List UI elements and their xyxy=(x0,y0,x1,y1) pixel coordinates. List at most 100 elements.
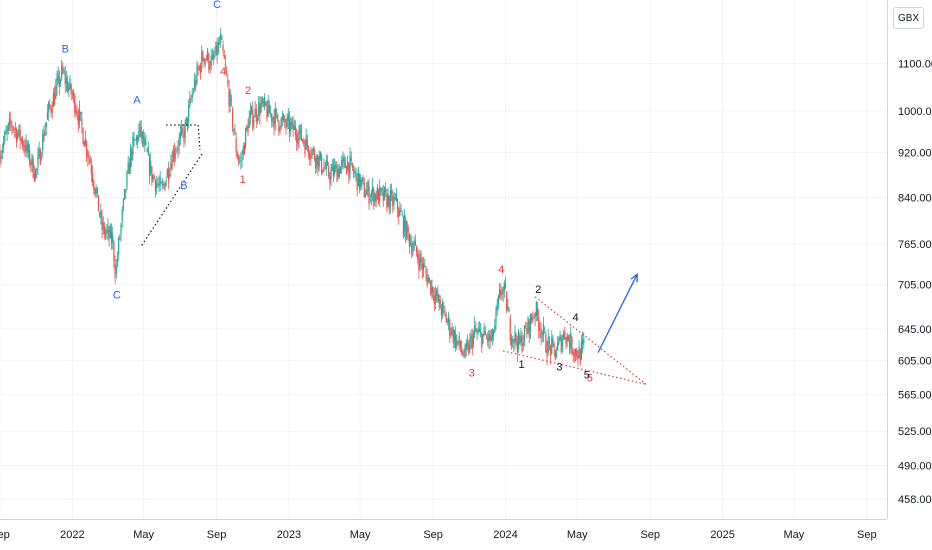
candle-body xyxy=(572,351,574,355)
candle-body xyxy=(34,169,37,178)
candle-body xyxy=(324,167,326,169)
candle-body xyxy=(394,197,396,200)
candle-body xyxy=(438,295,440,303)
candle-body xyxy=(64,74,66,84)
candle-body xyxy=(133,138,135,141)
price-axis[interactable]: 1100.00 1000.00 920.00 840.00 765.00 705.00 64… xyxy=(898,59,932,507)
candle-body xyxy=(48,102,50,113)
candle-body xyxy=(191,94,193,98)
candle-body xyxy=(63,71,65,74)
candle-body xyxy=(497,295,499,305)
candle-body xyxy=(259,104,261,116)
candle-body xyxy=(358,173,361,190)
candle-body xyxy=(350,157,352,161)
candle-body xyxy=(544,329,546,331)
candle-body xyxy=(167,168,170,182)
candle-body xyxy=(18,125,20,135)
candle-body xyxy=(288,119,291,134)
candle-body xyxy=(4,132,6,142)
candle-body xyxy=(286,116,288,127)
candle-body xyxy=(113,242,115,262)
candle-body xyxy=(354,172,356,174)
candle-body xyxy=(303,140,305,144)
candle-body xyxy=(49,104,51,108)
candle-body xyxy=(205,58,208,60)
candle-body xyxy=(488,331,490,341)
candle-body xyxy=(496,304,498,311)
candle-body xyxy=(353,169,355,174)
candle-body xyxy=(434,294,437,301)
candle-body xyxy=(457,341,459,343)
triangle-right-line[interactable] xyxy=(197,124,201,150)
candle-body xyxy=(325,160,327,170)
lower-wedge-line[interactable] xyxy=(502,350,647,385)
candle-body xyxy=(75,109,77,113)
candle-body xyxy=(250,106,253,114)
candle-body xyxy=(222,44,224,51)
candle-body xyxy=(258,102,260,116)
candle-body xyxy=(306,139,308,147)
candle-body xyxy=(100,210,102,218)
candle-body xyxy=(243,145,246,155)
wave-label: B xyxy=(62,43,69,55)
candle-body xyxy=(186,117,189,127)
candle-body xyxy=(446,321,448,323)
candle-body xyxy=(223,55,225,59)
currency-badge[interactable]: GBX xyxy=(893,7,924,29)
candle-body xyxy=(460,348,463,352)
candle-body xyxy=(236,153,238,159)
candle-body xyxy=(199,65,202,74)
candle-body xyxy=(494,325,496,333)
candle-body xyxy=(269,112,272,114)
candle-body xyxy=(290,122,292,132)
candle-body xyxy=(307,146,310,156)
candle-body xyxy=(443,306,445,308)
candle-body xyxy=(355,170,357,174)
candle-body xyxy=(154,179,157,192)
candle-body xyxy=(406,221,408,238)
candle-body xyxy=(476,331,478,333)
candle-body xyxy=(65,78,68,84)
candle-body xyxy=(563,332,565,339)
candle-body xyxy=(464,344,466,357)
candle-body xyxy=(528,320,530,338)
candle-body xyxy=(546,349,548,358)
candle-body xyxy=(36,168,38,171)
candle-body xyxy=(44,130,46,136)
candle-body xyxy=(138,130,140,140)
candle-body xyxy=(291,118,293,125)
candle-body xyxy=(470,334,472,340)
candle-body xyxy=(370,193,373,198)
candle-body xyxy=(106,229,108,233)
candle-body xyxy=(197,68,199,70)
candle-body xyxy=(50,106,52,113)
wave-label: B xyxy=(180,180,187,192)
candle-body xyxy=(84,139,87,145)
candle-body xyxy=(83,141,85,147)
candle-body xyxy=(51,107,53,113)
projection-arrow[interactable] xyxy=(597,273,638,353)
candle-body xyxy=(574,349,577,355)
chart-grid xyxy=(0,0,887,519)
candle-body xyxy=(483,327,485,336)
candle-body xyxy=(445,314,447,323)
candle-body xyxy=(549,345,552,356)
candle-body xyxy=(330,169,332,180)
candle-body xyxy=(227,79,229,84)
candle-body xyxy=(489,334,491,341)
wave-label: A xyxy=(133,95,141,107)
candle-body xyxy=(11,123,13,128)
candle-body xyxy=(341,160,343,167)
candle-body xyxy=(431,285,433,292)
candle-body xyxy=(147,150,149,156)
candle-body xyxy=(5,131,7,135)
time-axis[interactable]: Sep 2022 May Sep 2023 May Sep 2024 May Sep 2025 May… xyxy=(0,529,877,541)
wave-label: 5 xyxy=(584,369,590,381)
candle-body xyxy=(58,76,60,88)
candle-body xyxy=(425,269,427,273)
candle-body xyxy=(521,336,523,352)
candle-body xyxy=(235,137,237,153)
candle-body xyxy=(240,160,242,162)
candle-body xyxy=(373,189,375,206)
